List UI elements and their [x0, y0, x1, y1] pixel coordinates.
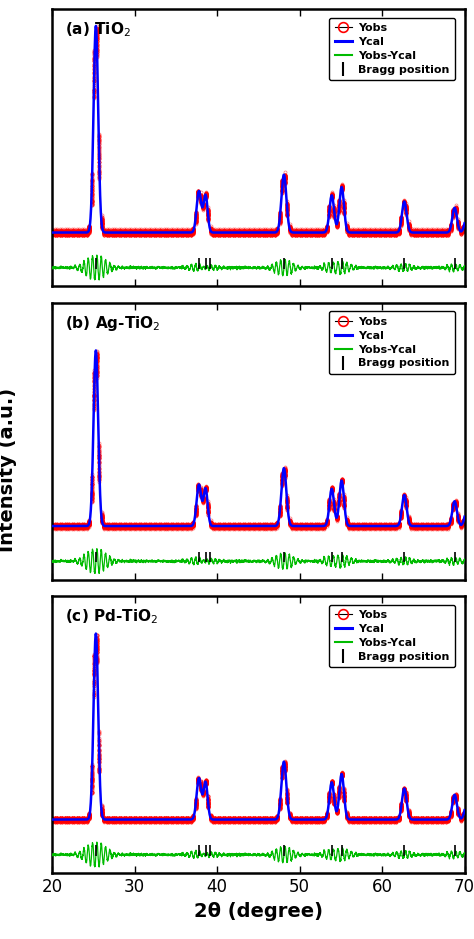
- Text: (b) Ag-TiO$_2$: (b) Ag-TiO$_2$: [64, 314, 160, 333]
- Legend: Yobs, Ycal, Yobs-Ycal, Bragg position: Yobs, Ycal, Yobs-Ycal, Bragg position: [329, 18, 455, 81]
- X-axis label: 2θ (degree): 2θ (degree): [194, 901, 323, 920]
- Text: Intensity (a.u.): Intensity (a.u.): [0, 388, 17, 551]
- Text: (a) TiO$_2$: (a) TiO$_2$: [64, 21, 130, 39]
- Legend: Yobs, Ycal, Yobs-Ycal, Bragg position: Yobs, Ycal, Yobs-Ycal, Bragg position: [329, 311, 455, 374]
- Legend: Yobs, Ycal, Yobs-Ycal, Bragg position: Yobs, Ycal, Yobs-Ycal, Bragg position: [329, 605, 455, 668]
- Text: (c) Pd-TiO$_2$: (c) Pd-TiO$_2$: [64, 608, 158, 626]
